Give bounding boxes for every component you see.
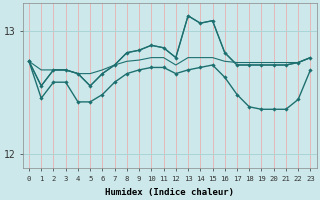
X-axis label: Humidex (Indice chaleur): Humidex (Indice chaleur) [105,188,234,197]
